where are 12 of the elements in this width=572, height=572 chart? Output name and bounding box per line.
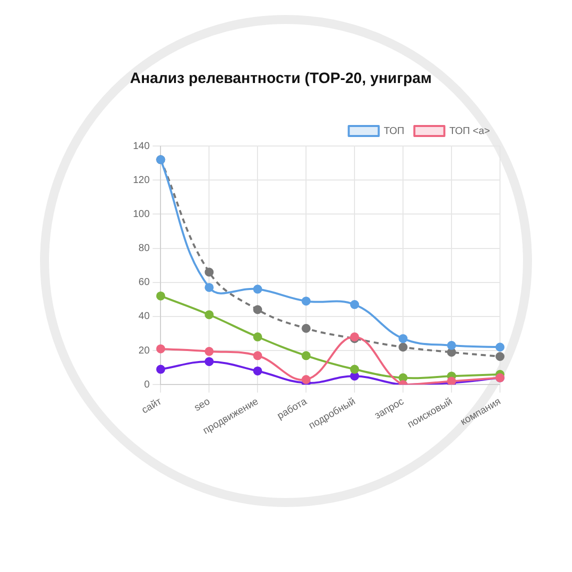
y-tick-label: 120 bbox=[132, 174, 150, 186]
legend-label: ТОП bbox=[384, 126, 404, 137]
legend-label: ТОП <a> bbox=[449, 126, 490, 137]
chart-title: Анализ релевантности (TOP-20, униграм bbox=[130, 70, 432, 88]
x-tick-label: сайт bbox=[140, 396, 164, 416]
y-tick-label: 100 bbox=[132, 208, 150, 220]
y-tick-label: 0 bbox=[144, 379, 150, 390]
y-tick-label: 60 bbox=[138, 277, 150, 288]
y-tick-label: 80 bbox=[138, 243, 150, 254]
y-tick-label: 40 bbox=[138, 311, 150, 322]
y-tick-label: 140 bbox=[132, 140, 150, 152]
y-tick-label: 20 bbox=[138, 345, 150, 356]
